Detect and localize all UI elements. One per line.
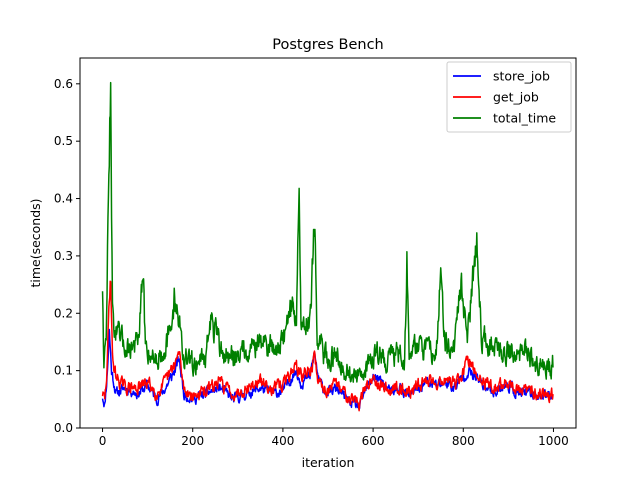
plot-frame [79,57,577,429]
legend-entry-total_time: total_time [493,111,556,126]
x-tick-label: 800 [452,434,475,448]
x-tick-label: 1000 [538,434,569,448]
x-tick-label: 600 [362,434,385,448]
legend-box [446,61,572,133]
x-tick-label: 200 [181,434,204,448]
x-axis: 0 200 400 600 800 1000 [99,428,569,448]
x-tick-label: 400 [271,434,294,448]
legend: store_job get_job total_time [446,61,572,133]
legend-entry-store_job: store_job [493,69,550,84]
y-tick-label: 0.6 [54,77,73,91]
y-tick-label: 0.0 [54,421,73,435]
y-tick-label: 0.5 [54,134,73,148]
y-tick-label: 0.3 [54,249,73,263]
y-tick-label: 0.1 [54,364,73,378]
series-line-total_time [101,81,554,383]
chart-title: Postgres Bench [272,37,384,53]
y-axis: 0.0 0.1 0.2 0.3 0.4 0.5 0.6 [54,77,80,435]
series-layer [101,81,554,412]
x-axis-label: iteration [302,455,355,470]
series-line-get_job [101,280,554,412]
legend-entry-get_job: get_job [493,90,539,105]
x-tick-label: 0 [99,434,107,448]
y-axis-label: time(seconds) [28,198,43,287]
y-tick-label: 0.4 [54,192,73,206]
y-tick-label: 0.2 [54,306,73,320]
